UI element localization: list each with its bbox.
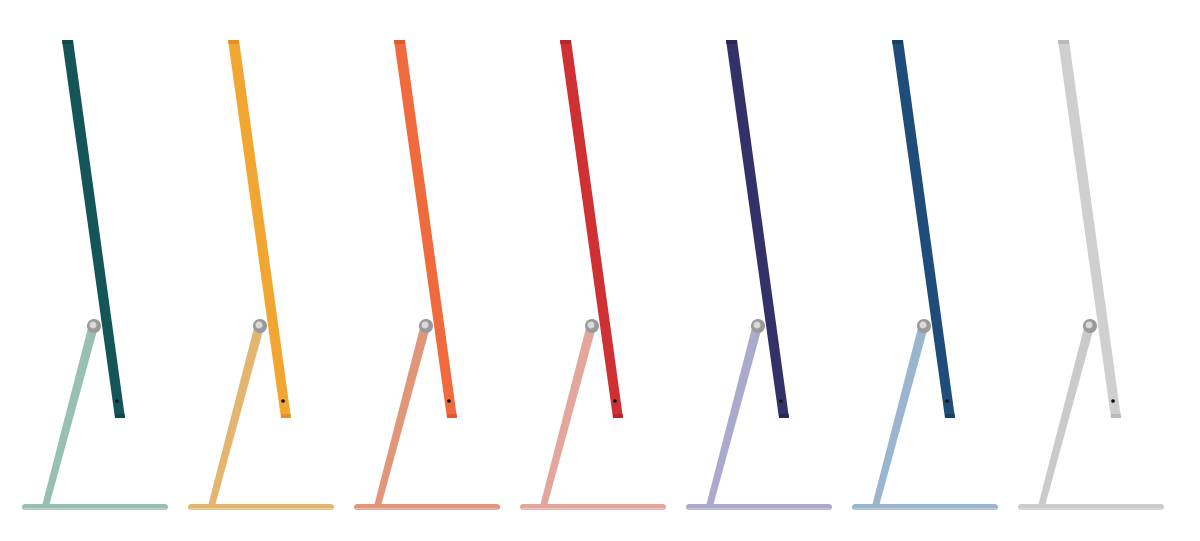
display-panel xyxy=(394,40,457,418)
port-dot xyxy=(779,399,783,403)
imac-red xyxy=(520,40,666,510)
display-panel xyxy=(62,40,125,418)
stand-base xyxy=(520,504,666,510)
stand-base-highlight xyxy=(190,508,332,510)
imac-orange xyxy=(354,40,500,510)
stand-base xyxy=(22,504,168,510)
display-panel xyxy=(228,40,291,418)
stand-base xyxy=(852,504,998,510)
port-dot xyxy=(447,399,451,403)
display-top-edge xyxy=(560,40,571,44)
display-bottom-edge xyxy=(779,414,789,418)
hinge-highlight xyxy=(421,321,429,329)
display-bottom-edge xyxy=(447,414,457,418)
display-bottom-edge xyxy=(281,414,291,418)
imac-blue xyxy=(852,40,998,510)
stand-base xyxy=(1018,504,1164,510)
imac-purple xyxy=(686,40,832,510)
hinge-highlight xyxy=(919,321,927,329)
stand-base-highlight xyxy=(688,508,830,510)
display-bottom-edge xyxy=(613,414,623,418)
hinge-highlight xyxy=(753,321,761,329)
port-dot xyxy=(945,399,949,403)
stand-base-highlight xyxy=(356,508,498,510)
stand-base-highlight xyxy=(24,508,166,510)
imac-silver xyxy=(1018,40,1164,510)
display-top-edge xyxy=(1058,40,1069,44)
display-top-edge xyxy=(394,40,405,44)
hinge-highlight xyxy=(587,321,595,329)
display-panel xyxy=(1058,40,1121,418)
display-bottom-edge xyxy=(115,414,125,418)
hinge-highlight xyxy=(89,321,97,329)
stand-base xyxy=(686,504,832,510)
port-dot xyxy=(613,399,617,403)
stand-arm xyxy=(872,324,928,506)
display-top-edge xyxy=(726,40,737,44)
stand-base-highlight xyxy=(522,508,664,510)
stand-base xyxy=(354,504,500,510)
imac-green xyxy=(22,40,168,510)
display-panel xyxy=(726,40,789,418)
stand-arm xyxy=(706,324,762,506)
display-bottom-edge xyxy=(1111,414,1121,418)
stand-arm xyxy=(540,324,596,506)
hinge-highlight xyxy=(255,321,263,329)
port-dot xyxy=(281,399,285,403)
stand-arm xyxy=(208,324,264,506)
stand-base-highlight xyxy=(1020,508,1162,510)
stand-base xyxy=(188,504,334,510)
display-top-edge xyxy=(892,40,903,44)
stand-arm xyxy=(374,324,430,506)
display-panel xyxy=(560,40,623,418)
stand-base-highlight xyxy=(854,508,996,510)
stand-arm xyxy=(1038,324,1094,506)
port-dot xyxy=(115,399,119,403)
imac-yellow xyxy=(188,40,334,510)
stand-arm xyxy=(42,324,98,506)
display-panel xyxy=(892,40,955,418)
display-bottom-edge xyxy=(945,414,955,418)
hinge-highlight xyxy=(1085,321,1093,329)
port-dot xyxy=(1111,399,1115,403)
display-top-edge xyxy=(62,40,73,44)
display-top-edge xyxy=(228,40,239,44)
